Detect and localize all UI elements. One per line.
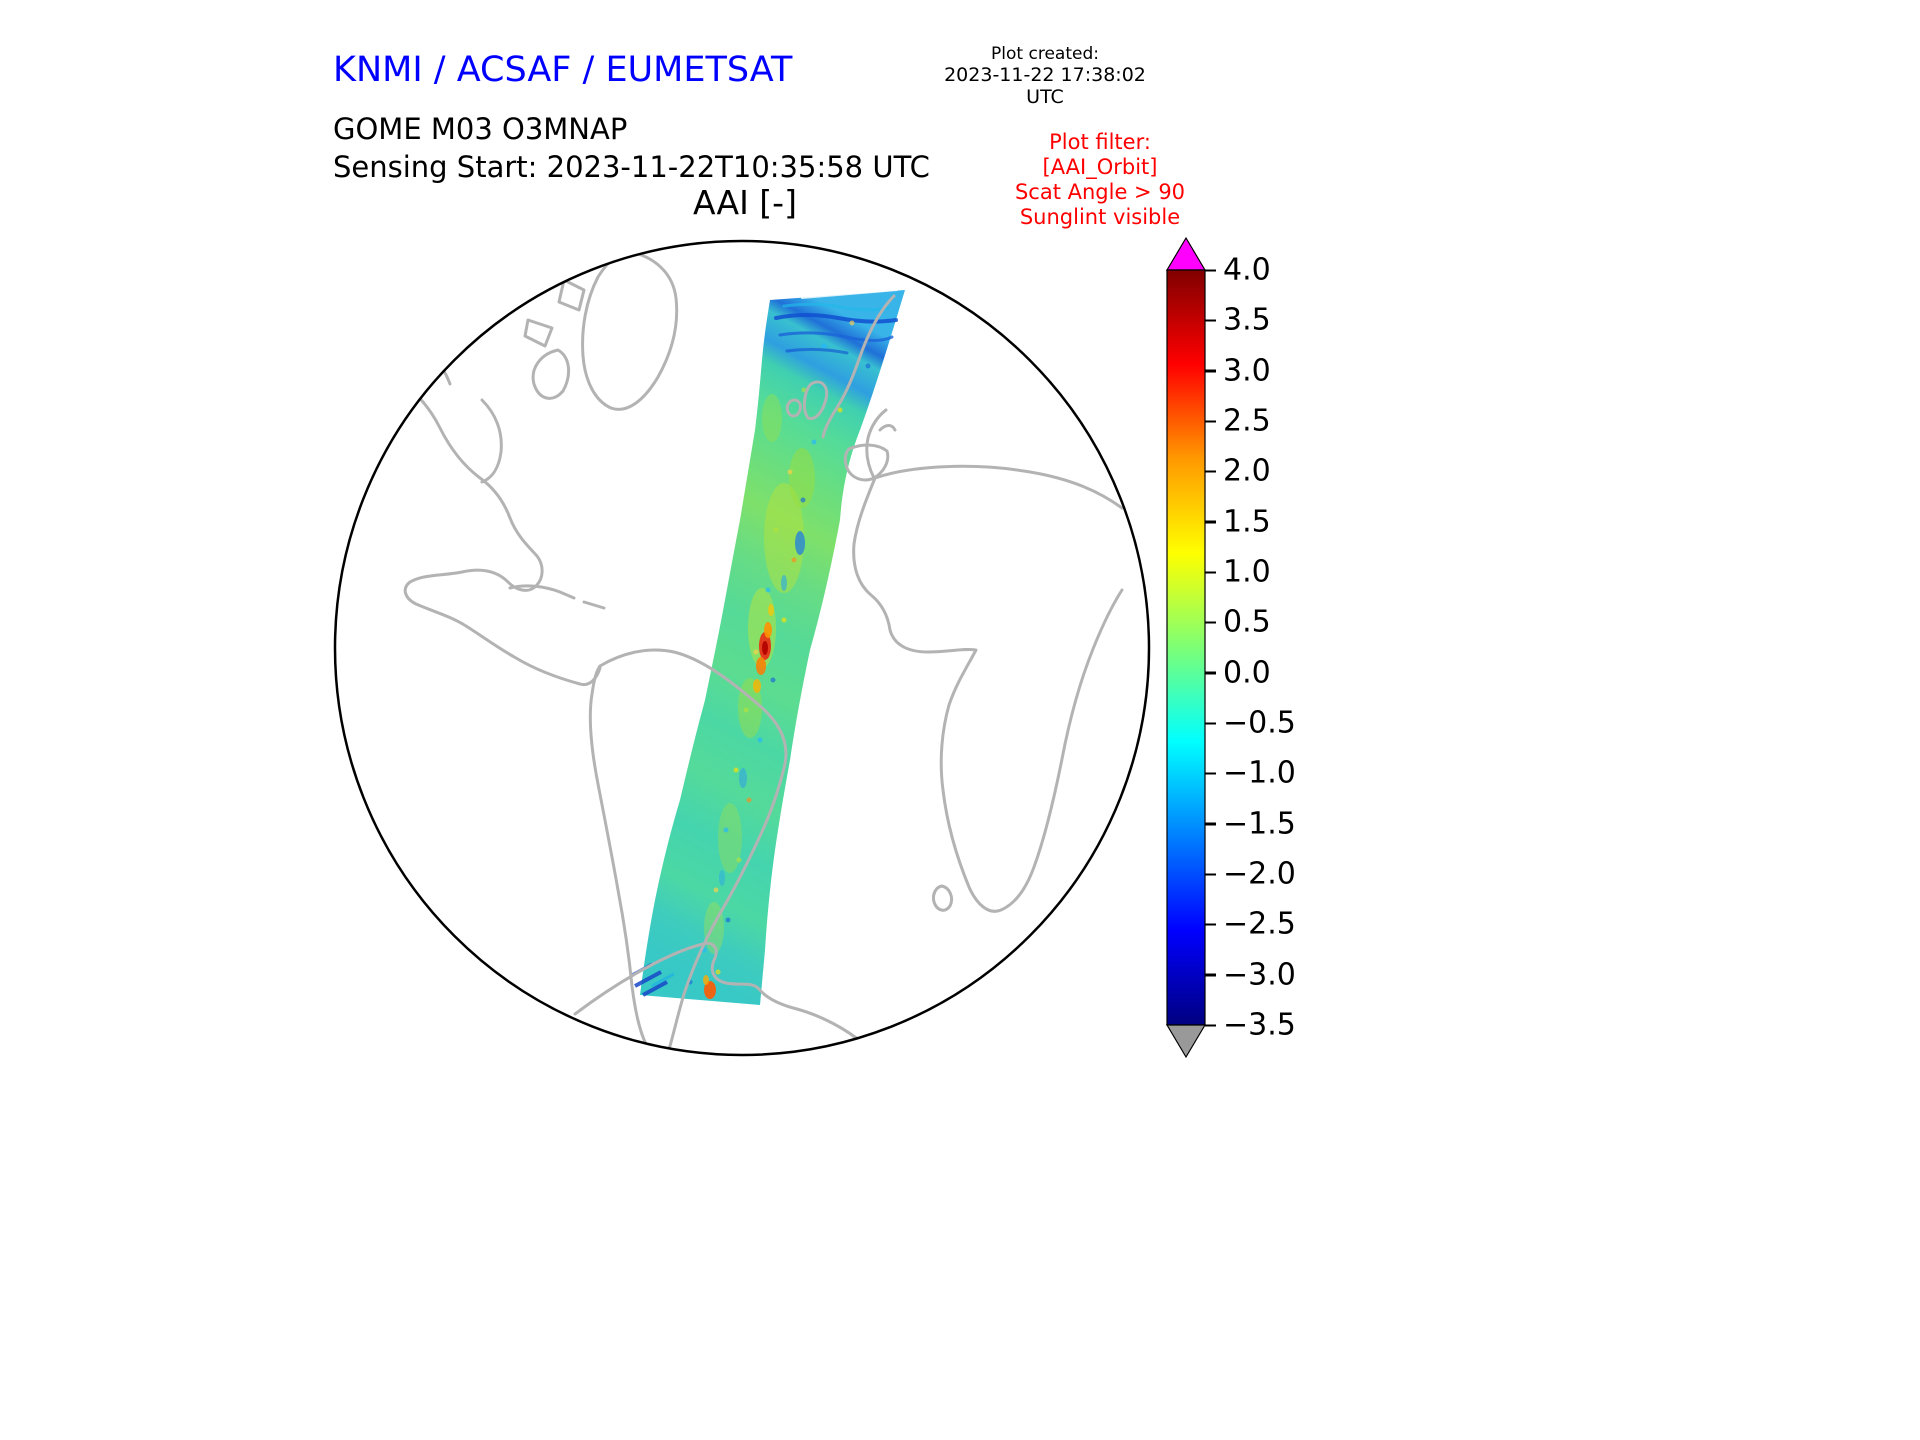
colorbar-tick-label: 1.5: [1205, 504, 1271, 539]
colorbar-under-arrow: [1165, 1024, 1207, 1059]
coastline-arctic-islands: [418, 278, 586, 484]
plot-title: AAI [-]: [693, 183, 797, 222]
colorbar-tick-label: 2.5: [1205, 404, 1271, 439]
colorbar-tick-label: −2.5: [1205, 907, 1296, 942]
coastline-africa: [852, 464, 1124, 913]
globe-map: [333, 239, 1151, 1057]
agency-title: KNMI / ACSAF / EUMETSAT: [333, 50, 793, 90]
swath-red-maxima: [753, 604, 774, 693]
plot-created-label: Plot created:: [991, 44, 1099, 64]
plot-filter-line: Scat Angle > 90: [1014, 180, 1186, 204]
plot-filter-line: [AAI_Orbit]: [1042, 155, 1158, 179]
coastline-north-america: [388, 374, 602, 687]
colorbar-tick-label: 3.5: [1205, 303, 1271, 338]
colorbar-tick-label: 0.5: [1205, 605, 1271, 640]
coastline-caribbean: [508, 584, 606, 610]
colorbar: [1165, 236, 1207, 1059]
colorbar-tick-label: −3.5: [1205, 1008, 1296, 1043]
colorbar-tick-label: 4.0: [1205, 253, 1271, 288]
sensing-start: Sensing Start: 2023-11-22T10:35:58 UTC: [333, 150, 930, 184]
swath-blue-spots: [719, 531, 805, 886]
colorbar-tick-label: 2.0: [1205, 454, 1271, 489]
colorbar-tick-label: 1.0: [1205, 555, 1271, 590]
swath-band: [640, 290, 905, 1005]
colorbar-tick-label: −3.0: [1205, 957, 1296, 992]
colorbar-tick-label: −1.0: [1205, 756, 1296, 791]
globe-outline: [333, 239, 1151, 1057]
plot-filter-title: Plot filter:: [1049, 130, 1151, 154]
coastlines: [388, 250, 1124, 1055]
colorbar-tick-label: −1.5: [1205, 806, 1296, 841]
colorbar-tick-label: 3.0: [1205, 353, 1271, 388]
product-title: GOME M03 O3MNAP: [333, 112, 628, 146]
coastline-greenland: [581, 250, 679, 411]
colorbar-tick-label: 0.0: [1205, 655, 1271, 690]
coastline-antarctica: [573, 941, 889, 1055]
plot-created-timestamp: 2023-11-22 17:38:02 UTC: [944, 64, 1146, 108]
swath-speckles: [687, 320, 871, 985]
colorbar-gradient: [1166, 269, 1206, 1026]
colorbar-over-arrow: [1165, 236, 1207, 271]
colorbar-tick-label: −2.0: [1205, 857, 1296, 892]
island-small: [932, 884, 954, 912]
swath-north-streaks: [774, 289, 898, 355]
plot-created-block: Plot created: 2023-11-22 17:38:02 UTC: [925, 44, 1165, 108]
plot-filter: Plot filter: [AAI_Orbit] Scat Angle > 90…: [985, 130, 1215, 230]
plot-filter-line: Sunglint visible: [1019, 205, 1181, 229]
colorbar-tick-labels: 4.0 3.5 3.0 2.5 2.0 1.5 1.0 0.5 0.0 −0.5 −1.0 −1.5 −…: [1205, 253, 1325, 1043]
coastline-south-america: [588, 648, 788, 1055]
colorbar-tick-label: −0.5: [1205, 706, 1296, 741]
orbit-swath: [629, 289, 905, 1007]
